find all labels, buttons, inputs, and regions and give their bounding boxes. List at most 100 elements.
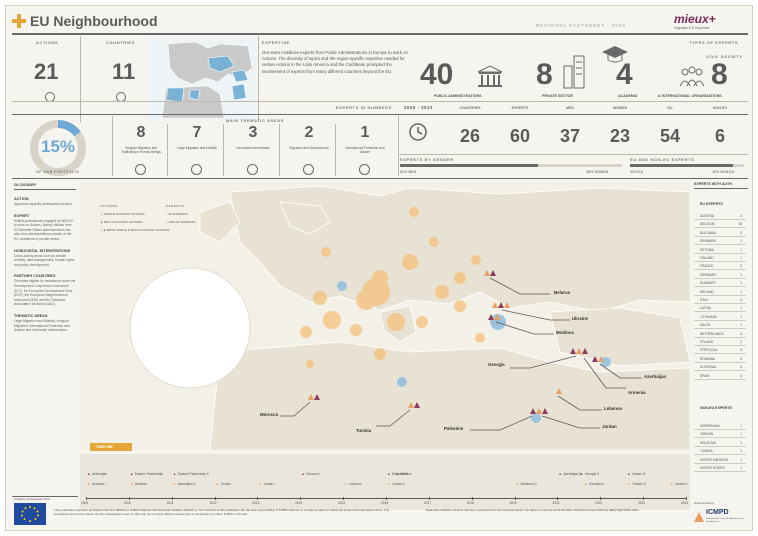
triangle-icon: ▲ [584,482,588,486]
expert-country-row: AUSTRIA 4 [694,212,746,220]
triangle-icon: ▲ [395,472,400,476]
country-label-armenia: Armenia [628,390,646,395]
region-map: ACTIONS ▲ SINGLE-COUNTRY ACTIONS ▲ MULTI… [80,182,691,451]
timeline-tag: TIMELINE [90,443,132,451]
country-label-morocco: Morocco [260,412,279,417]
timeline-year: 2020 [552,501,560,505]
expert-country-name: GERMANY [700,272,717,277]
actions-label: ACTIONS [36,40,59,45]
expert-country-count: 4 [740,365,742,370]
timeline-event: Azerbaijan III [563,472,583,476]
noneu-experts-title: NON-EU EXPERTS [700,406,732,410]
glossary-title: GLOSSARY [14,182,76,190]
expert-country-count: 1 [740,289,742,294]
expert-country-count: 3 [740,264,742,269]
expert-country-row: UNITED KINGDOM 1 [694,456,746,464]
expert-country-row: TUNISIA 1 [694,447,746,456]
icmpd-logo: ICMPD [706,509,729,516]
expert-country-count: 1 [740,281,742,286]
expert-country-count: 10 [738,222,742,227]
timeline-event: Georgia III [589,482,605,486]
mini-region-map [148,38,256,120]
thematic-label: Irregular Migration and Trafficking in H… [121,146,161,155]
timeline-event: Azerbaijan II [177,482,196,486]
expert-country-name: UNITED STATES [700,466,725,470]
timeline-event: Armenia [134,482,147,486]
timeline-event: Armenia I [92,482,106,486]
thematic-item: 7 Legal Migration and Mobility [170,124,224,176]
portfolio-donut [26,116,90,180]
building-icon [476,64,504,88]
experts-number-item: COUNTRIES 26 [446,106,494,150]
expert-country-row: DENMARK 1 [694,237,746,246]
expert-country-name: MOLDOVA [700,440,716,445]
thematic-value: 8 [136,124,146,141]
expert-country-row: IRELAND 1 [694,288,746,296]
timeline-tick [86,497,87,500]
timeline-year: 2017 [423,501,431,505]
timeline-year: 2011 [166,501,174,505]
data-source-text: Data about MIEUX+ Actions has been compi… [426,508,639,512]
triangle-icon: ▲ [87,482,91,486]
country-label-azerbaijan: Azerbaijan [644,374,667,379]
experts-number-value: 54 [659,126,681,146]
timeline-tick [428,497,430,500]
expert-country-count: 4 [740,348,742,353]
thematic-icon [247,164,258,175]
glossary-term: PARTNER COUNTRIES [14,274,56,279]
glossary-panel: GLOSSARY ACTION Approved capacity develop… [14,182,76,502]
timeline-tick [643,497,645,500]
experts-number-value: 26 [459,126,481,146]
skyscraper-icon [562,54,588,90]
timeline-event: Lebanon [349,482,362,486]
expert-country-row: SPAIN 4 [694,372,746,380]
triangle-icon: ▲ [387,472,391,476]
timeline-panel [80,454,690,510]
timeline-year: 2014 [295,501,303,505]
triangle-icon: ▲ [87,472,91,476]
experts-number-item: WOMEN 23 [596,106,644,150]
timeline-year: 2010 [123,501,131,505]
expert-country-name: HUNGARY [700,281,716,286]
type-value-io: 8 [711,58,728,91]
glossary-term: THEMATIC AREAS [14,313,48,318]
gender-bar [400,164,622,167]
brand-subtitle: migration EU expertise [674,26,710,30]
expert-country-count: 4 [740,331,742,336]
timeline-tick [300,497,302,500]
expert-country-count: 1 [740,247,742,252]
clock-icon [408,122,428,142]
expert-country-name: MALTA [700,323,711,328]
timeline-year: 2012 [209,501,217,505]
glossary-definition: Countries eligible for assistance under … [14,279,76,307]
expert-country-name: TUNISIA [700,449,713,454]
type-label-private: PRIVATE SECTOR [542,94,573,98]
timeline-event: Georgia II [584,472,599,476]
expert-country-row: FINLAND 1 [694,254,746,262]
country-label-moldova: Moldova [556,330,574,335]
expert-country-row: NETHERLANDS 4 [694,330,746,338]
triangle-icon: ▲ [100,220,103,224]
origin-label: EU AND NON-EU EXPERTS [630,157,695,162]
glossary-term: HORIZONTAL INTERVENTIONS [14,248,71,253]
timeline-tick [557,497,559,500]
thematic-label: Migration and Development [289,146,329,150]
timeline-tick [171,497,173,500]
timeline-event: Azerbaijan [92,472,108,476]
experts-number-label: EXPERTS [511,106,529,110]
experts-number-item: EU 54 [646,106,694,150]
expert-country-name: DENMARK [700,239,716,244]
expertise-text: Our team mobilises experts from Public A… [262,50,408,74]
legend-both-label: BOTH SINGLE & MULTI-COUNTRY ACTIONS [106,228,170,232]
experts-number-value: 6 [714,126,725,146]
expert-country-name: POLAND [700,340,714,344]
experts-number-label: MEN [566,106,574,110]
triangle-icon: ▲ [100,212,103,216]
triangle-icon: ▲ [215,482,220,486]
triangle-icon: ▲ [301,472,305,476]
implemented-by-label: Implemented by [694,501,714,505]
expert-country-name: IRELAND [700,289,714,294]
glossary-definition: Skilled professional engaged by MIEUX+ t… [14,218,74,241]
timeline-tick [214,497,216,500]
expert-country-count: 1 [740,466,742,470]
